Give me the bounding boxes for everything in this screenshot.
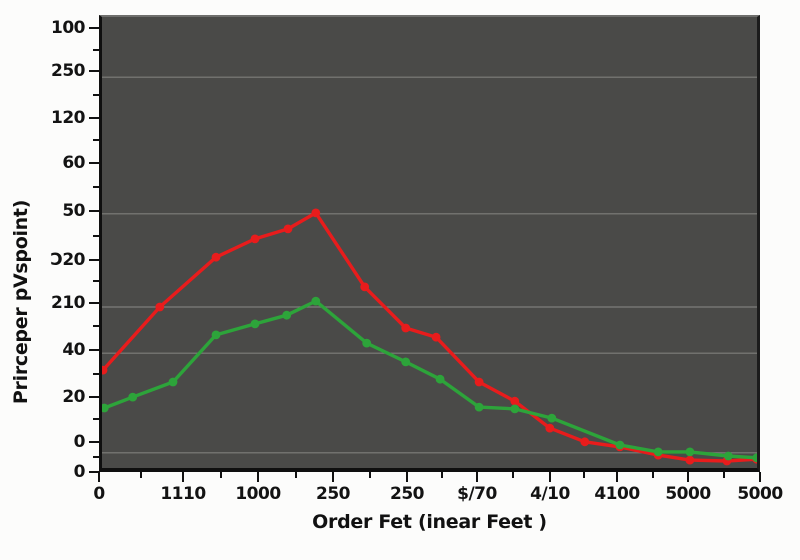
data-point-marker-green-line [250,319,260,329]
data-point-marker-red-line [545,423,555,433]
y-tick-label: 210 [51,293,86,313]
x-axis-minor-tick [140,472,142,478]
data-point-marker-red-line [510,396,520,406]
y-axis-major-tick [89,210,99,212]
y-tick-label: 0 [73,432,86,452]
y-axis-minor-tick [93,235,99,237]
y-axis-minor-tick [93,49,99,51]
data-point-marker-red-line [401,323,411,333]
y-axis-major-tick [89,441,99,443]
x-tick-label: 5000 [737,484,783,504]
data-point-marker-green-line [653,447,663,457]
data-point-marker-red-line [474,377,484,387]
y-tick-label: 40 [62,340,85,360]
x-tick-label: 5000 [665,484,711,504]
y-axis-major-tick [89,259,99,261]
x-axis-major-tick [98,472,100,482]
x-axis-major-tick [549,472,551,482]
y-axis-minor-tick [93,456,99,458]
y-axis-major-tick [89,471,99,473]
x-axis-major-tick [332,472,334,482]
x-axis-minor-tick [652,472,654,478]
data-point-marker-red-line [580,437,590,447]
y-axis-major-tick [89,396,99,398]
y-axis-minor-tick [93,373,99,375]
data-point-marker-green-line [282,310,292,320]
y-tick-label: 250 [51,61,86,81]
x-axis-major-tick [406,472,408,482]
data-point-marker-green-line [685,447,695,457]
x-axis-minor-tick [512,472,514,478]
data-point-marker-green-line [362,338,372,348]
x-tick-label: 250 [390,484,425,504]
x-tick-label: 1110 [160,484,206,504]
x-axis-minor-tick [441,472,443,478]
data-point-marker-red-line [685,455,695,465]
x-axis-major-tick [182,472,184,482]
y-tick-label: 60 [62,153,85,173]
data-point-marker-red-line [155,302,165,312]
y-tick-label: 20 [62,387,85,407]
x-tick-label: $/70 [457,484,497,504]
data-point-marker-green-line [510,404,520,414]
y-axis-minor-tick [93,139,99,141]
data-point-marker-green-line [211,330,221,340]
y-axis-major-tick [89,162,99,164]
x-tick-label: 0 [93,484,105,504]
data-point-marker-green-line [723,451,733,461]
data-point-marker-red-line [360,282,370,292]
y-axis-minor-tick [93,325,99,327]
y-axis-minor-tick [93,418,99,420]
x-axis-major-tick [476,472,478,482]
data-point-marker-green-line [401,357,411,367]
data-point-marker-green-line [615,440,625,450]
y-axis-major-tick [89,349,99,351]
series-green-line [102,299,759,460]
series-red-line [101,211,759,463]
x-tick-label: 250 [316,484,351,504]
plot-area [99,15,760,472]
y-axis-major-tick [89,117,99,119]
data-point-marker-green-line [168,377,178,387]
x-tick-label: 1000 [235,484,281,504]
x-axis-minor-tick [295,472,297,478]
data-point-marker-green-line [311,296,321,306]
y-axis-minor-tick [93,280,99,282]
x-axis-minor-tick [220,472,222,478]
data-point-marker-red-line [211,252,221,262]
data-point-marker-green-line [99,403,109,413]
x-tick-label: 4/10 [530,484,570,504]
x-axis-major-tick [257,472,259,482]
data-point-marker-green-line [474,402,484,412]
x-axis-minor-tick [583,472,585,478]
chart-canvas [99,76,760,466]
y-axis-minor-tick [93,186,99,188]
x-axis-major-tick [687,472,689,482]
data-point-marker-red-line [311,208,321,218]
data-point-marker-red-line [250,234,260,244]
data-point-marker-green-line [128,392,138,402]
data-point-marker-red-line [431,332,441,342]
x-axis-major-tick [759,472,761,482]
data-point-marker-red-line [283,224,293,234]
y-tick-label: 50 [62,201,85,221]
y-tick-label: 100 [51,18,86,38]
y-tick-label: 0 [73,462,86,482]
y-axis-minor-tick [93,94,99,96]
x-axis-title: Order Fet (inear Feet ) [312,511,547,533]
plot-background [99,15,760,472]
x-axis-minor-tick [369,472,371,478]
y-axis-major-tick [89,70,99,72]
x-axis-major-tick [616,472,618,482]
y-axis-major-tick [89,302,99,304]
y-tick-label: 120 [51,108,86,128]
data-point-marker-green-line [435,374,445,384]
x-axis-minor-tick [723,472,725,478]
y-tick-label: Ɔ20 [50,250,85,270]
data-point-marker-red-line [99,365,108,375]
data-point-marker-green-line [547,413,557,423]
y-axis-major-tick [89,27,99,29]
x-tick-label: 4100 [594,484,640,504]
